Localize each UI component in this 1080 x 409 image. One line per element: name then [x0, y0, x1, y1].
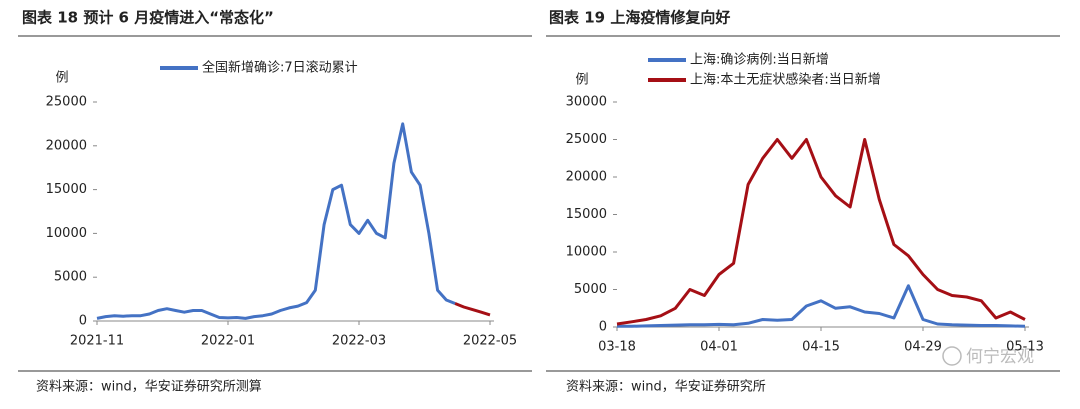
- y-axis-label: 例: [575, 73, 588, 88]
- source: 资料来源：wind，华安证券研究所: [566, 379, 766, 395]
- chart-title: 图表 18 预计 6 月疫情进入“常态化”: [22, 9, 274, 27]
- y-tick-label: 20000: [46, 138, 87, 153]
- x-tick-label: 2022-01: [201, 334, 255, 349]
- y-tick-label: 0: [79, 314, 87, 329]
- watermark-icon: [942, 346, 962, 366]
- y-axis-label: 例: [55, 71, 68, 86]
- series-line: [616, 138, 1026, 326]
- y-tick-label: 10000: [566, 245, 607, 260]
- y-tick-label: 25000: [46, 95, 87, 110]
- series-line: [96, 122, 456, 320]
- x-tick-label: 03-18: [598, 340, 636, 355]
- y-tick-label: 15000: [566, 207, 607, 222]
- legend-label: 全国新增确诊:7日滚动累计: [202, 60, 358, 76]
- source: 资料来源：wind，华安证券研究所测算: [36, 379, 262, 395]
- legend-label: 上海:本土无症状感染者:当日新增: [690, 72, 881, 88]
- x-tick-label: 04-15: [802, 340, 840, 355]
- y-tick-label: 25000: [566, 132, 607, 147]
- x-tick-label: 2021-11: [70, 334, 124, 349]
- y-tick-label: 15000: [46, 182, 87, 197]
- y-tick-label: 0: [599, 320, 607, 335]
- x-tick-label: 04-01: [700, 340, 738, 355]
- watermark: 何宁宏观: [966, 347, 1034, 367]
- series-line: [617, 284, 1026, 328]
- x-tick-label: 2022-05: [463, 334, 517, 349]
- legend-label: 上海:确诊病例:当日新增: [690, 52, 829, 68]
- series-line: [454, 302, 491, 317]
- y-tick-label: 30000: [566, 95, 607, 110]
- y-tick-label: 5000: [54, 270, 87, 285]
- x-tick-label: 04-29: [904, 340, 942, 355]
- y-tick-label: 20000: [566, 170, 607, 185]
- chart-title: 图表 19 上海疫情修复向好: [549, 9, 730, 27]
- x-tick-label: 05-13: [1006, 340, 1044, 355]
- x-tick-label: 2022-03: [332, 334, 386, 349]
- y-tick-label: 5000: [574, 282, 607, 297]
- y-tick-label: 10000: [46, 226, 87, 241]
